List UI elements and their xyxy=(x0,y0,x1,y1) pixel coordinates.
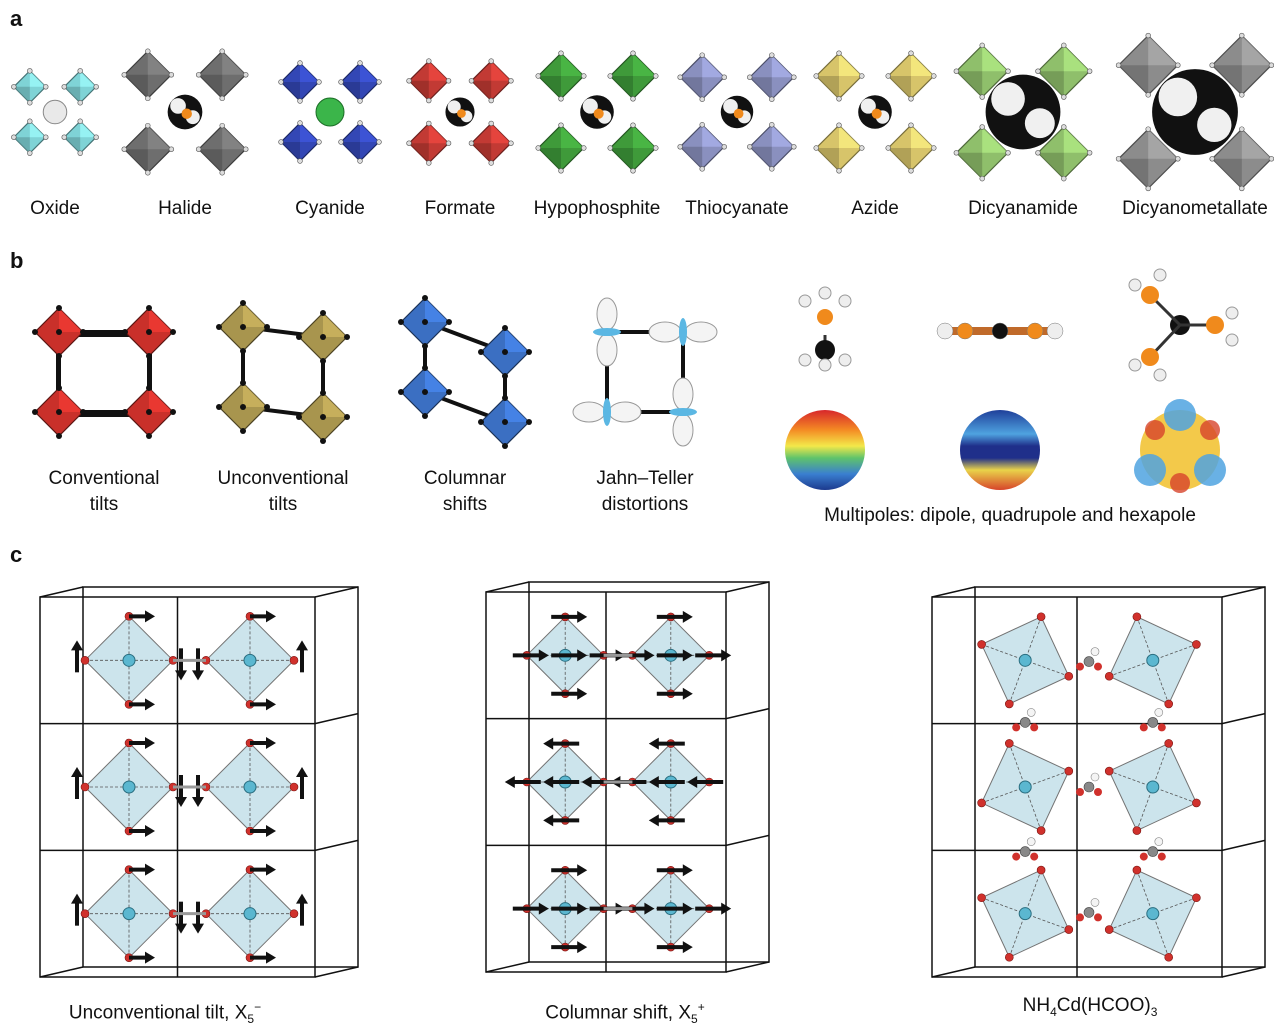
distortion-diagram-1 xyxy=(203,292,363,452)
distortion-label-2: Columnar shifts xyxy=(375,466,555,518)
distortion-diagram-3 xyxy=(565,292,725,452)
structure-diagram-2 xyxy=(930,575,1274,985)
caption-columnar-shift: Columnar shift, X5+ xyxy=(490,1000,760,1026)
structure-diagram-0 xyxy=(38,575,373,985)
structure-diagram-1 xyxy=(484,570,784,980)
distortion-label-1: Unconventional tilts xyxy=(193,466,373,518)
multipoles-caption: Multipoles: dipole, quadrupole and hexap… xyxy=(790,505,1230,527)
distortion-label-0: Conventional tilts xyxy=(14,466,194,518)
caption-nh4cd-formate: NH4Cd(HCOO)3 xyxy=(960,995,1220,1019)
multipoles-drawing xyxy=(770,265,1270,495)
distortion-diagram-2 xyxy=(385,292,545,452)
distortion-label-3: Jahn–Teller distortions xyxy=(555,466,735,518)
distortion-diagram-0 xyxy=(24,292,184,452)
caption-unconventional-tilt: Unconventional tilt, X5− xyxy=(30,1000,300,1026)
panel-c-label: c xyxy=(10,542,22,568)
